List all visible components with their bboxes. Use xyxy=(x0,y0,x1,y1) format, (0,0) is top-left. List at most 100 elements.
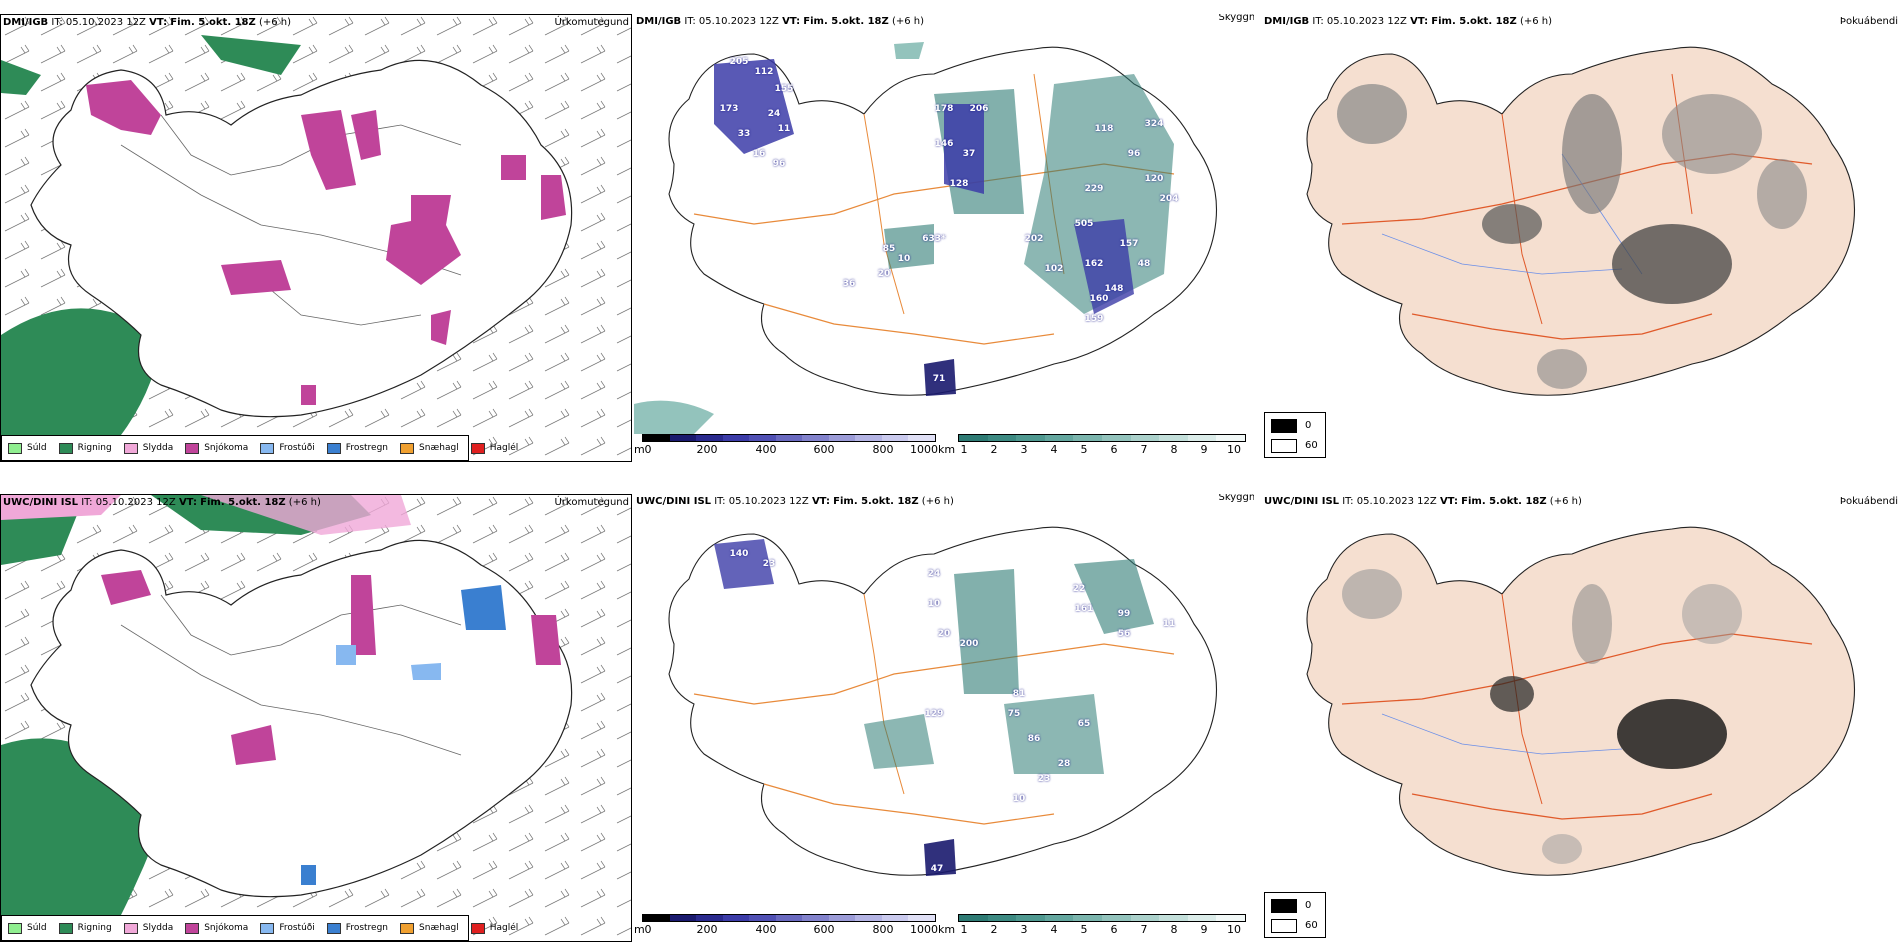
colorbar-cell xyxy=(643,435,670,441)
legend-item: Haglél xyxy=(470,442,518,454)
fog-legend-label: 60 xyxy=(1305,920,1318,931)
legend-label: Snæhagl xyxy=(419,923,459,933)
cloud-base-colorbar: m 0 200 400 600 800 1000 xyxy=(634,914,938,942)
fog-legend-label: 60 xyxy=(1305,440,1318,451)
legend-item: Snæhagl xyxy=(400,442,459,454)
init-time: 05.10.2023 12Z xyxy=(728,496,809,507)
lead-time: (+6 h) xyxy=(891,16,925,27)
colorbar-cell xyxy=(1159,915,1188,921)
visibility-colorbar: km 1 2 3 4 5 6 7 8 9 10 xyxy=(938,434,1248,462)
fog-legend-label: 0 xyxy=(1305,420,1312,431)
legend-item: Snjókoma xyxy=(185,442,248,454)
cloud-base-value: 120 xyxy=(1144,174,1164,184)
colorbar-gradient xyxy=(642,914,936,922)
lead-time: (+6 h) xyxy=(258,17,292,28)
swatch-icon xyxy=(1271,439,1297,453)
colorbar-tick: 5 xyxy=(1080,923,1088,936)
colorbar-cell xyxy=(828,435,856,441)
colorbar-cell xyxy=(828,915,856,921)
cloud-base-value: 56 xyxy=(1117,629,1131,639)
cloud-base-value: 10 xyxy=(1012,794,1026,804)
fog-legend: 0 60 xyxy=(1264,412,1326,458)
fog-panel-bottom: UWC/DINI ISL IT: 05.10.2023 12Z VT: Fim.… xyxy=(1262,494,1900,942)
swatch-icon xyxy=(123,922,138,934)
colorbar-tick: 2 xyxy=(990,443,998,456)
colorbar-tick: 8 xyxy=(1170,443,1178,456)
colorbar-cell xyxy=(959,915,988,921)
colorbar-cell xyxy=(722,915,750,921)
cloud-base-value: 206 xyxy=(969,104,989,114)
cloud-base-value: 85 xyxy=(882,244,896,254)
lead-time: (+6 h) xyxy=(921,496,954,507)
cloud-base-value: 161 xyxy=(1074,604,1094,614)
init-time: 05.10.2023 12Z xyxy=(95,497,176,508)
legend-item: Rigning xyxy=(58,922,112,934)
colorbar-tick: 9 xyxy=(1200,443,1208,456)
init-time: 05.10.2023 12Z xyxy=(1356,496,1437,507)
legend-item: Frostregn xyxy=(326,442,388,454)
legend-item: Frostregn xyxy=(326,922,388,934)
colorbar-cell xyxy=(1159,435,1188,441)
it-label: IT: xyxy=(714,496,726,507)
panel-title: Skyggni xyxy=(1218,14,1254,23)
it-label: IT: xyxy=(81,497,93,508)
colorbar-tick: 1000 xyxy=(910,443,938,456)
colorbar-tick: 4 xyxy=(1050,443,1058,456)
panel-header: UWC/DINI ISL IT: 05.10.2023 12Z VT: Fim.… xyxy=(1264,496,1582,507)
vt-label: VT: xyxy=(811,496,830,507)
colorbar-unit: km xyxy=(938,923,956,936)
legend-label: Haglél xyxy=(489,923,519,933)
swatch-icon xyxy=(326,442,341,454)
lead-time: (+6 h) xyxy=(288,497,321,508)
cloud-base-value: 178 xyxy=(934,104,954,114)
cloud-base-value: 159 xyxy=(1084,314,1104,324)
colorbar-tick: 5 xyxy=(1080,443,1088,456)
cloud-base-value: 146 xyxy=(934,139,954,149)
colorbar-gradient xyxy=(642,434,936,442)
visibility-panel-top: DMI/IGB IT: 05.10.2023 12Z VT: Fim. 5.ok… xyxy=(634,14,1254,462)
swatch-icon xyxy=(185,442,200,454)
valid-time: Fim. 5.okt. 18Z xyxy=(1461,496,1547,507)
swatch-icon xyxy=(1271,419,1297,433)
colorbar-tick: 6 xyxy=(1110,443,1118,456)
colorbar-cell xyxy=(1216,915,1245,921)
legend-item: Frostúði xyxy=(260,442,315,454)
swatch-icon xyxy=(185,922,200,934)
model-name: DMI/IGB xyxy=(3,17,49,28)
colorbar-cell xyxy=(696,915,723,921)
panel-title: Þokuábendi xyxy=(1839,496,1898,507)
cloud-base-value: 24 xyxy=(767,109,781,119)
legend-label: Frostúði xyxy=(279,923,315,933)
legend-item: Frostúði xyxy=(260,922,315,934)
cloud-base-value: 10 xyxy=(897,254,911,264)
colorbar-tick: 800 xyxy=(872,923,894,936)
colorbar-cell xyxy=(775,435,803,441)
cloud-base-value: 11 xyxy=(777,124,791,134)
colorbar-cell xyxy=(881,915,909,921)
init-time: 05.10.2023 12Z xyxy=(698,16,779,27)
cloud-base-colorbar: m 0 200 400 600 800 1000 xyxy=(634,434,938,462)
colorbar-cell xyxy=(643,915,670,921)
colorbar-cell xyxy=(1101,435,1131,441)
cloud-base-value: 157 xyxy=(1119,239,1139,249)
colorbar-cell xyxy=(908,915,936,921)
colorbar-cell xyxy=(696,435,723,441)
visibility-panel-bottom: UWC/DINI ISL IT: 05.10.2023 12Z VT: Fim.… xyxy=(634,494,1254,942)
cloud-base-value: 96 xyxy=(1127,149,1141,159)
colorbar-cell xyxy=(775,915,803,921)
colorbar-cell xyxy=(959,435,988,441)
colorbar-cell xyxy=(1130,915,1160,921)
swatch-icon xyxy=(58,442,73,454)
panel-title: Þokuábendi xyxy=(1839,16,1898,27)
legend-label: Rigning xyxy=(77,443,112,453)
colorbar-cell xyxy=(669,435,697,441)
legend-label: Snæhagl xyxy=(419,443,459,453)
vt-label: VT: xyxy=(178,497,197,508)
cloud-base-value: 22 xyxy=(1072,584,1086,594)
valid-time: Fim. 5.okt. 18Z xyxy=(200,497,286,508)
vt-label: VT: xyxy=(149,17,168,28)
colorbar-tick: 8 xyxy=(1170,923,1178,936)
colorbar-cell xyxy=(1187,915,1217,921)
colorbar-cell xyxy=(1044,435,1074,441)
swatch-icon xyxy=(260,922,275,934)
